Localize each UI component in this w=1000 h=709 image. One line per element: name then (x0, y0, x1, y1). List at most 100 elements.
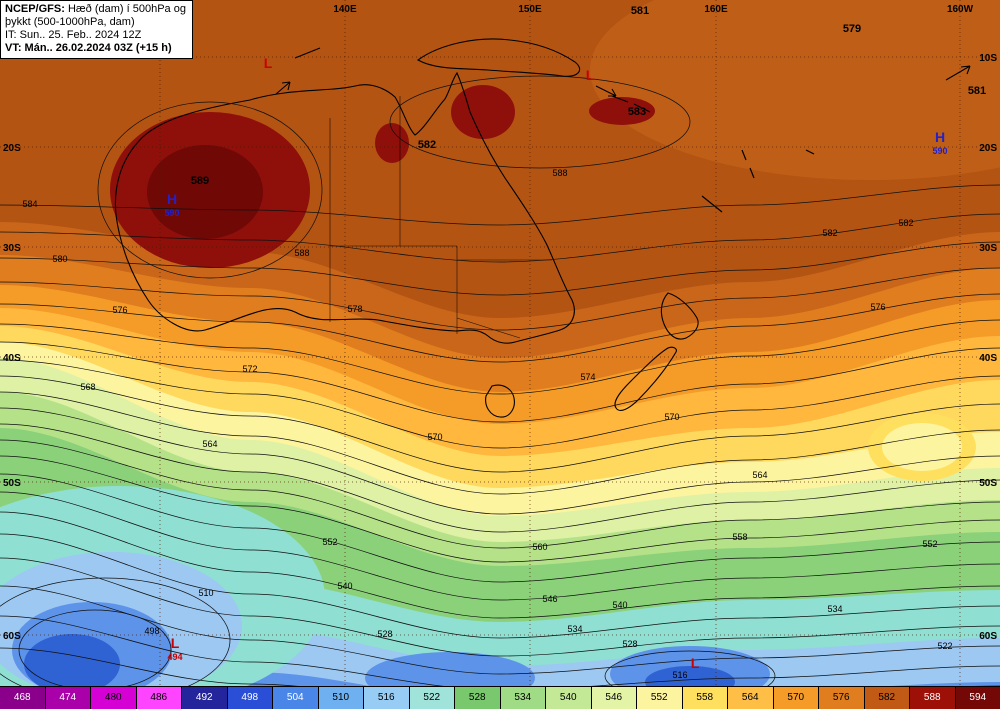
island-mark (701, 195, 723, 213)
low-center-marker: L (586, 67, 595, 83)
arrow-layer (275, 65, 971, 97)
height-contour (0, 293, 1000, 363)
latitude-label: 40S (3, 353, 21, 364)
colorbar-cell: 504 (273, 687, 319, 709)
coastline (416, 38, 581, 77)
contour-label: 522 (937, 641, 952, 651)
colorbar-cell: 468 (0, 687, 46, 709)
thickness-blob (24, 634, 120, 686)
latitude-label: 20S (979, 143, 997, 154)
high-center-marker: H (167, 191, 177, 207)
thickness-blob (589, 97, 655, 125)
thickness-colorbar-legend: 468 474 480 486 492 498 504 510 516 522 528 534 540 5… (0, 686, 1000, 709)
colorbar-cell: 474 (45, 687, 91, 709)
colorbar-cell: 594 (955, 687, 1000, 709)
coastline-layer (114, 38, 699, 418)
height-contour (0, 491, 1000, 601)
high-center-marker: H (935, 129, 945, 145)
height-value-label: 581 (968, 85, 986, 97)
island-mark (805, 149, 815, 155)
latitude-label: 50S (979, 478, 997, 489)
latitude-label: 20S (3, 143, 21, 154)
height-contour (0, 391, 1000, 495)
title-line-1: NCEP/GFS: Hæð (dam) í 500hPa og (5, 3, 186, 16)
title-box: NCEP/GFS: Hæð (dam) í 500hPa og þykkt (5… (0, 0, 193, 59)
colorbar-cell: 558 (682, 687, 728, 709)
contour-label: 540 (612, 600, 627, 610)
colorbar-cell: 492 (182, 687, 228, 709)
title-text: Hæð (dam) í 500hPa og (64, 3, 186, 15)
state-border-layer (329, 96, 552, 339)
weather-map-panel: 584 582 582 580 578 576 576 574 572 570 570 568 564 5… (0, 0, 1000, 686)
island-mark (611, 95, 629, 103)
contour-label: 588 (294, 248, 309, 258)
contour-label: 552 (322, 537, 337, 547)
height-contour (0, 615, 1000, 686)
latitude-label: 30S (3, 243, 21, 254)
colorbar-cell: 522 (409, 687, 455, 709)
contour-label: 570 (427, 432, 442, 442)
latitude-label: 60S (979, 631, 997, 642)
height-contour (0, 359, 1000, 449)
wind-arrow-icon (945, 65, 971, 81)
contour-label: 560 (532, 542, 547, 552)
latlon-grid (0, 0, 1000, 686)
height-contour-closed (18, 609, 172, 686)
contour-label: 528 (377, 629, 392, 639)
bold-value-layer: 581 579 581 583 582 589 (191, 5, 986, 187)
colorbar-cell: 564 (728, 687, 774, 709)
center-value-label: 494 (167, 652, 182, 662)
height-contour-closed (0, 577, 231, 686)
height-value-label: 582 (418, 139, 436, 151)
contour-label: 572 (242, 364, 257, 374)
weather-map-canvas: 584 582 582 580 578 576 576 574 572 570 570 568 564 5… (0, 0, 1000, 686)
colorbar-cell: 516 (364, 687, 410, 709)
thickness-blob (590, 0, 1000, 180)
contour-label: 582 (822, 228, 837, 238)
contour-label: 510 (198, 588, 213, 598)
contour-label: 564 (752, 470, 767, 480)
colorbar-cell: 486 (136, 687, 182, 709)
longitude-label: 160E (704, 4, 728, 15)
height-contour-closed (604, 650, 776, 686)
coastline (614, 346, 677, 411)
contour-label: 574 (580, 372, 595, 382)
contour-label: 582 (898, 218, 913, 228)
latitude-label: 10S (979, 53, 997, 64)
height-contour (0, 439, 1000, 549)
low-center-marker: L (691, 655, 700, 671)
contour-label: 576 (870, 302, 885, 312)
contour-label: 528 (622, 639, 637, 649)
center-value-label: 590 (164, 208, 179, 218)
coastline (114, 71, 575, 344)
contour-label-layer: 584 582 582 580 578 576 576 574 572 570 570 568 564 5… (22, 168, 952, 680)
state-border (456, 317, 521, 339)
height-contour (0, 455, 1000, 563)
height-contour (0, 267, 1000, 331)
colorbar-cell: 540 (546, 687, 592, 709)
height-contour (0, 241, 1000, 296)
longitude-label: 140E (333, 4, 357, 15)
height-value-label: 589 (191, 175, 209, 187)
height-contour (0, 511, 1000, 619)
height-contour (0, 557, 1000, 657)
title-line-2: þykkt (500-1000hPa, dam) (5, 16, 135, 28)
contour-label: 564 (202, 439, 217, 449)
height-contour (0, 319, 1000, 395)
init-time: IT: Sun.. 25. Feb.. 2024 12Z (5, 29, 142, 41)
contour-label: 534 (827, 604, 842, 614)
center-value-label: 590 (932, 146, 947, 156)
height-contour (0, 647, 1000, 686)
contour-label: 546 (542, 594, 557, 604)
contour-label: 576 (112, 305, 127, 315)
island-layer (294, 47, 815, 213)
height-contour (0, 473, 1000, 583)
contour-label: 552 (922, 539, 937, 549)
longitude-label: 150E (518, 4, 542, 15)
contour-label: 584 (22, 199, 37, 209)
thickness-blob (882, 423, 962, 471)
height-contour (0, 533, 1000, 639)
contour-label: 588 (552, 168, 567, 178)
colorbar-cell: 528 (455, 687, 501, 709)
